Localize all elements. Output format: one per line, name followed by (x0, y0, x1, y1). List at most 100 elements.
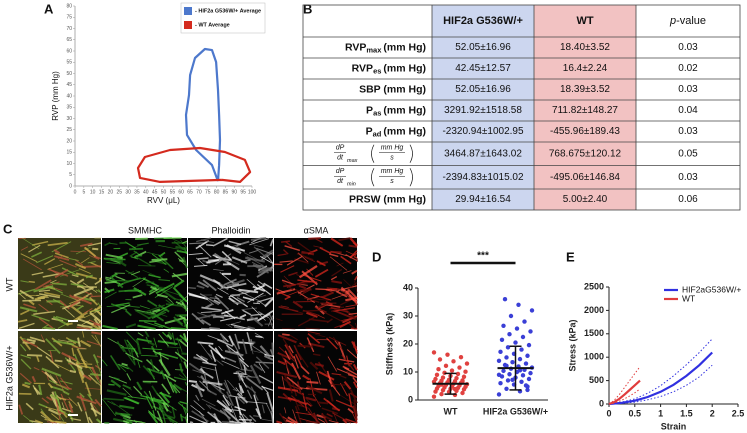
y-tick-label: 40 (403, 282, 413, 292)
fiber (277, 291, 291, 298)
fiber (277, 253, 287, 257)
panel-label: C (3, 221, 13, 236)
fiber (233, 301, 245, 305)
fiber (227, 379, 238, 392)
fiber (182, 256, 188, 269)
fiber (317, 401, 329, 405)
fiber (293, 416, 299, 424)
fiber (184, 381, 188, 386)
fiber (162, 402, 169, 412)
fiber (254, 332, 265, 339)
fiber (298, 264, 318, 279)
dot (440, 375, 446, 380)
fiber (156, 410, 164, 424)
fiber (241, 307, 257, 311)
y-tick-label: 20 (403, 338, 413, 348)
fiber (198, 244, 212, 258)
fiber (352, 405, 358, 421)
unit-den: s (390, 178, 394, 185)
fiber (195, 394, 200, 401)
fiber (209, 326, 220, 330)
fiber (76, 326, 91, 330)
fiber (332, 336, 345, 352)
fiber (215, 293, 223, 298)
table-header: p-value (669, 15, 706, 27)
fiber (328, 336, 347, 346)
fiber (250, 386, 259, 401)
fiber (150, 397, 164, 401)
fiber (158, 404, 172, 423)
fiber (75, 315, 85, 321)
fiber (348, 244, 358, 248)
fiber (268, 314, 274, 321)
fiber (317, 302, 328, 309)
fiber (26, 354, 43, 357)
fiber (28, 280, 35, 283)
fiber (236, 240, 250, 247)
fiber (306, 268, 314, 276)
fiber (19, 306, 38, 313)
fiber (280, 240, 291, 243)
fiber (221, 250, 232, 261)
y-tick-label: 10 (403, 366, 413, 376)
fiber (74, 263, 87, 270)
fiber (70, 283, 84, 287)
fiber (338, 237, 351, 242)
fiber (46, 396, 53, 401)
legend-swatch (184, 7, 192, 15)
fiber (178, 374, 188, 381)
fiber (196, 257, 206, 266)
fiber (172, 272, 183, 282)
column-label: Phalloidin (211, 225, 250, 235)
fiber (244, 293, 262, 303)
fiber (41, 397, 49, 404)
panel-label: A (44, 1, 54, 16)
y-tick-label: 2500 (584, 281, 604, 291)
fiber (299, 288, 312, 292)
fiber (42, 281, 60, 288)
fiber (49, 286, 64, 294)
fiber (136, 242, 149, 246)
fiber (181, 372, 188, 379)
fiber (242, 309, 252, 316)
fiber (257, 280, 266, 287)
panel-label: E (566, 249, 575, 264)
fiber (196, 284, 205, 289)
fiber (167, 346, 181, 349)
fiber (223, 356, 237, 363)
fiber (330, 306, 349, 313)
fiber (238, 418, 252, 421)
x-tick-label: 2 (710, 408, 715, 418)
fiber (318, 370, 335, 381)
fiber (319, 247, 332, 255)
fiber (161, 410, 166, 424)
fibers (102, 237, 188, 331)
fiber (257, 294, 267, 298)
fiber (188, 379, 198, 384)
fiber (195, 313, 216, 320)
fiber (264, 297, 274, 308)
fiber (53, 391, 62, 410)
table-cell: 0.03 (678, 42, 698, 53)
fiber (352, 376, 358, 384)
fiber (18, 404, 24, 415)
fiber (247, 292, 264, 303)
fiber (342, 365, 350, 371)
fiber (240, 368, 253, 372)
fiber (115, 302, 130, 306)
paren (371, 144, 375, 163)
fiber (17, 319, 28, 323)
fiber (176, 249, 188, 254)
fiber (305, 327, 320, 330)
fiber (126, 386, 133, 391)
dot (516, 302, 521, 307)
fiber (212, 278, 224, 289)
fiber (261, 385, 274, 391)
fiber (236, 352, 243, 370)
fiber (72, 358, 80, 363)
fiber (174, 251, 185, 262)
dot (526, 376, 532, 382)
fiber (59, 259, 77, 268)
fiber (152, 308, 161, 313)
fiber (38, 289, 51, 293)
